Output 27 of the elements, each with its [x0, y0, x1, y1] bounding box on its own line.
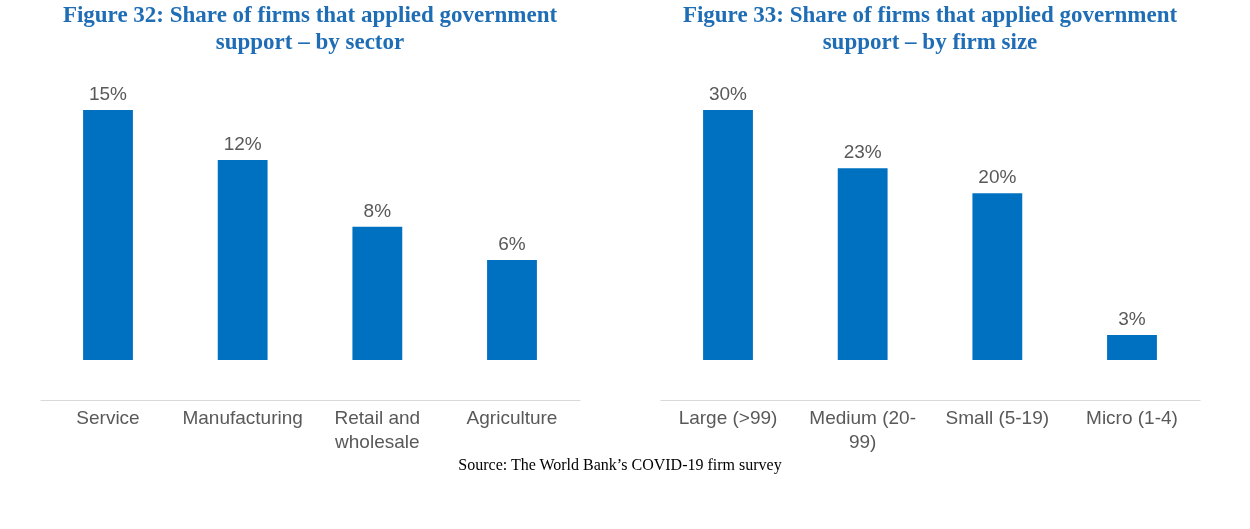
bar [352, 226, 403, 360]
x-tick-label: Agriculture [466, 406, 558, 428]
x-tick-label: Large (>99) [678, 406, 778, 428]
x-tick-label: Medium (20-99) [809, 406, 916, 452]
bar [487, 260, 537, 360]
data-label: 6% [498, 233, 526, 254]
bar [83, 110, 133, 360]
data-label: 20% [978, 166, 1017, 188]
data-label: 3% [1118, 308, 1146, 329]
source-note: Source: The World Bank’s COVID-19 firm survey [458, 456, 782, 474]
bar [972, 193, 1023, 360]
data-label: 15% [88, 83, 128, 104]
x-tick-label: Retail and wholesale [334, 406, 421, 452]
bar [703, 110, 753, 360]
data-label: 8% [363, 199, 392, 221]
data-label: 30% [708, 83, 748, 104]
data-label: 23% [843, 141, 882, 163]
x-tick-label: Service [76, 406, 140, 428]
data-label: 12% [223, 133, 262, 154]
bar [1107, 335, 1157, 360]
x-tick-label: Small (5-19) [945, 406, 1050, 428]
chart-title: Figure 32: Share of firms that applied government support – by sector [62, 2, 558, 54]
x-tick-label: Manufacturing [182, 406, 303, 428]
x-tick-label: Micro (1-4) [1086, 406, 1178, 428]
bar [217, 160, 268, 360]
chart-title: Figure 33: Share of firms that applied government support – by firm size [682, 2, 1178, 54]
bar [837, 168, 888, 360]
